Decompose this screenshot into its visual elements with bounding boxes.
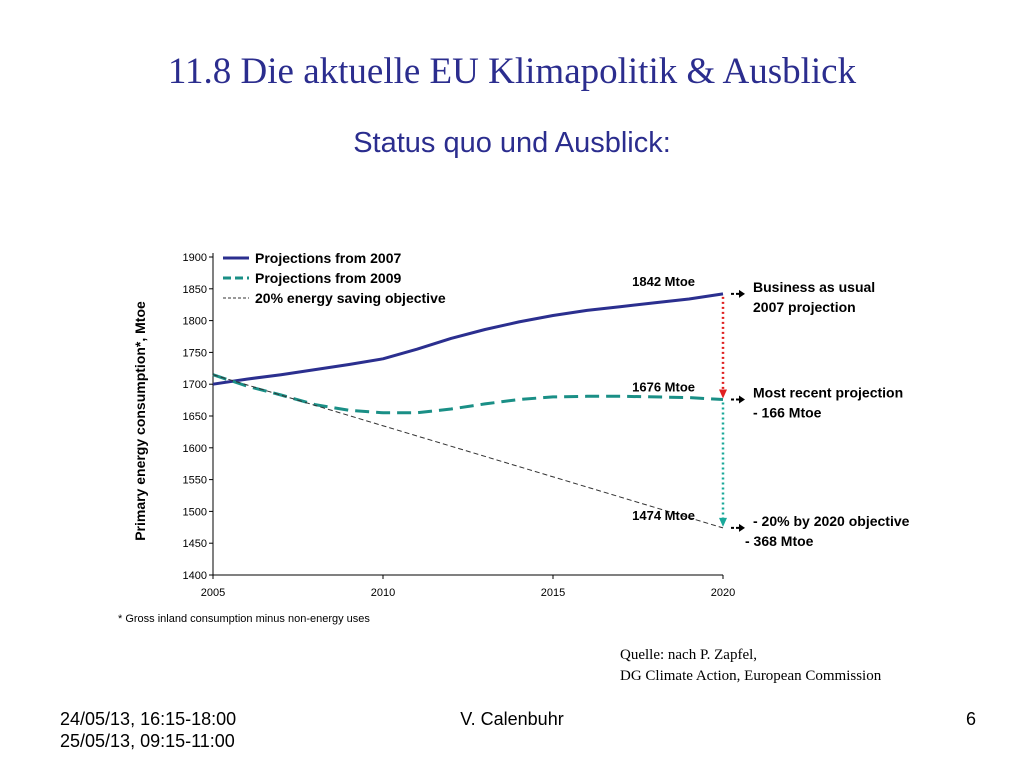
annotation-arrowhead-2 — [739, 395, 745, 404]
y-tick-label: 1550 — [183, 475, 207, 487]
energy-consumption-chart: 1400 1450 1500 1550 1600 1650 1700 1750 1800 1850… — [118, 250, 910, 625]
y-tick-label: 1400 — [183, 570, 207, 582]
annotation-3-line-1: - 20% by 2020 objective — [753, 513, 910, 529]
legend-label-3: 20% energy saving objective — [255, 290, 446, 306]
annotation-3-line-2: - 368 Mtoe — [745, 533, 814, 549]
y-tick-label: 1900 — [183, 252, 207, 264]
slide-subtitle: Status quo und Ausblick: — [353, 127, 671, 159]
y-tick-label: 1450 — [183, 538, 207, 550]
footer-author: V. Calenbuhr — [460, 709, 564, 729]
source-note: Quelle: nach P. Zapfel, DG Climate Actio… — [620, 645, 881, 687]
x-tick-label: 2005 — [201, 587, 225, 599]
y-tick-label: 1850 — [183, 284, 207, 296]
annotation-2-line-2: - 166 Mtoe — [753, 404, 822, 420]
chart-series — [212, 292, 724, 529]
y-tick-label: 1600 — [183, 443, 207, 455]
y-tick-label: 1750 — [183, 347, 207, 359]
annotation-1-line-2: 2007 projection — [753, 299, 856, 315]
gap-arrowhead-2 — [719, 517, 727, 527]
x-tick-label: 2010 — [371, 587, 395, 599]
annotation-2-line-1: Most recent projection — [753, 384, 903, 400]
source-line-2: DG Climate Action, European Commission — [620, 668, 882, 684]
legend-label-2: Projections from 2009 — [255, 270, 401, 286]
chart-labels: 1842 Mtoe 1676 Mtoe 1474 Mtoe Business as u… — [632, 274, 910, 549]
source-line-1: Quelle: nach P. Zapfel, — [620, 647, 758, 663]
y-tick-label: 1500 — [183, 506, 207, 518]
slide-title: 11.8 Die aktuelle EU Klimapolitik & Ausb… — [167, 51, 857, 92]
chart-axes: 1400 1450 1500 1550 1600 1650 1700 1750 1800 1850… — [118, 252, 735, 625]
annotation-arrowhead-1 — [739, 289, 745, 298]
annotation-1-line-1: Business as usual — [753, 279, 875, 295]
y-axis-label: Primary energy consumption*, Mtoe — [132, 301, 148, 541]
value-label-3: 1474 Mtoe — [632, 508, 695, 523]
y-tick-label: 1800 — [183, 316, 207, 328]
gap-arrowhead-1 — [719, 389, 727, 399]
annotation-arrowhead-3 — [739, 523, 745, 532]
chart-legend: Projections from 2007 Projections from 20… — [223, 250, 446, 306]
value-label-1: 1842 Mtoe — [632, 274, 695, 289]
y-tick-label: 1700 — [183, 379, 207, 391]
page-number: 6 — [965, 709, 976, 729]
x-tick-label: 2015 — [541, 587, 565, 599]
series-line-3 — [212, 374, 724, 529]
footer-date-line-2: 25/05/13, 09:15-11:00 — [60, 731, 235, 751]
footer-date: 24/05/13, 16:15-18:00 25/05/13, 09:15-11… — [60, 708, 236, 752]
legend-label-1: Projections from 2007 — [255, 250, 401, 266]
series-line-1 — [212, 292, 724, 386]
footer-date-line-1: 24/05/13, 16:15-18:00 — [60, 709, 237, 729]
chart-footnote: * Gross inland consumption minus non-ene… — [118, 613, 370, 625]
value-label-2: 1676 Mtoe — [632, 379, 695, 394]
x-tick-label: 2020 — [711, 587, 735, 599]
chart-gap-arrows — [719, 296, 727, 527]
y-tick-label: 1650 — [183, 411, 207, 423]
